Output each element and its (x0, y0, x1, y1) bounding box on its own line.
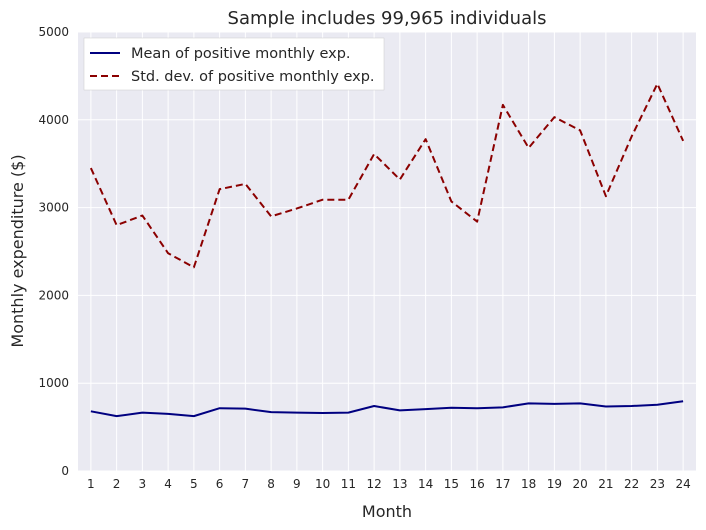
x-axis-label: Month (362, 502, 412, 521)
legend-box (83, 37, 385, 91)
x-tick-label: 12 (366, 477, 381, 491)
legend-label-std: Std. dev. of positive monthly exp. (131, 69, 375, 85)
x-tick-label: 20 (572, 477, 587, 491)
legend-label-mean: Mean of positive monthly exp. (131, 46, 351, 62)
chart-title: Sample includes 99,965 individuals (228, 8, 547, 29)
x-tick-label: 22 (624, 477, 639, 491)
x-tick-label: 11 (341, 477, 356, 491)
x-tick-label: 5 (190, 477, 198, 491)
x-tick-label: 4 (164, 477, 172, 491)
grid (78, 31, 696, 472)
x-tick-label: 17 (495, 477, 510, 491)
x-tick-label: 8 (267, 477, 275, 491)
y-tick-label: 4000 (38, 113, 69, 127)
x-tick-label: 23 (650, 477, 665, 491)
x-tick-label: 16 (469, 477, 484, 491)
series-layer (89, 82, 685, 418)
x-tick-label: 7 (242, 477, 250, 491)
plot-area (78, 32, 696, 471)
x-tick-label: 18 (521, 477, 536, 491)
ticks: 1 2 3 4 5 6 7 8 9 10 11 12 13 14 15 16 17 18 19 20 21 22 23 240… (38, 25, 690, 491)
y-tick-label: 0 (61, 464, 69, 478)
series-line-mean (90, 400, 684, 418)
x-tick-label: 2 (113, 477, 121, 491)
y-tick-label: 3000 (38, 201, 69, 215)
y-tick-label: 2000 (38, 288, 69, 302)
y-tick-label: 1000 (38, 376, 69, 390)
x-tick-label: 6 (216, 477, 224, 491)
x-tick-label: 24 (675, 477, 690, 491)
x-tick-label: 3 (139, 477, 147, 491)
y-tick-label: 5000 (38, 25, 69, 39)
x-tick-label: 21 (598, 477, 613, 491)
x-tick-label: 14 (418, 477, 433, 491)
x-tick-label: 9 (293, 477, 301, 491)
y-axis-label: Monthly expenditure ($) (8, 154, 27, 347)
x-tick-label: 1 (87, 477, 95, 491)
x-tick-label: 13 (392, 477, 407, 491)
x-tick-label: 15 (444, 477, 459, 491)
series-line-std (89, 82, 685, 269)
x-tick-label: 10 (315, 477, 330, 491)
legend: Mean of positive monthly exp. Std. dev. … (83, 37, 385, 91)
x-tick-label: 19 (547, 477, 562, 491)
